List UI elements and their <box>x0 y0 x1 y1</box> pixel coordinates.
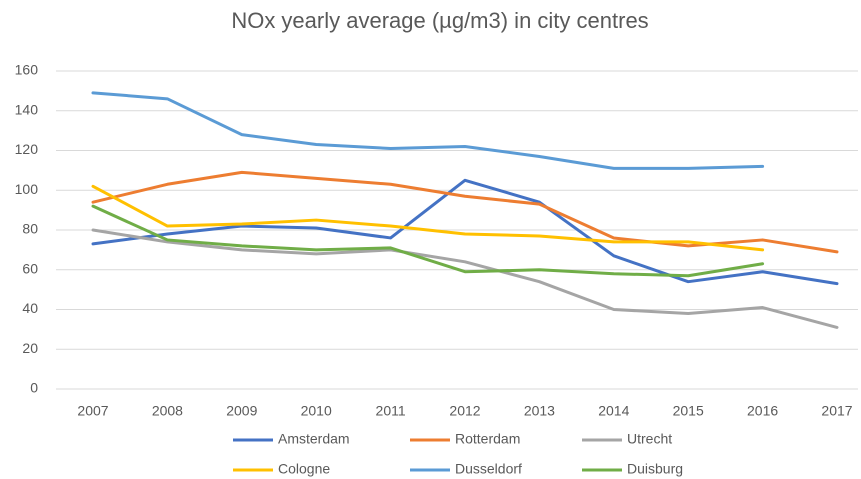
x-tick-label: 2011 <box>376 403 406 419</box>
x-tick-label: 2016 <box>747 403 778 419</box>
legend-label: Utrecht <box>627 431 672 447</box>
x-tick-label: 2007 <box>77 403 108 419</box>
x-tick-label: 2017 <box>821 403 852 419</box>
legend-label: Cologne <box>278 461 330 477</box>
series-line <box>91 91 765 170</box>
legend-label: Rotterdam <box>455 431 520 447</box>
y-tick-label: 60 <box>22 260 38 276</box>
chart-title: NOx yearly average (µg/m3) in city centr… <box>231 8 648 33</box>
y-tick-label: 0 <box>30 380 38 396</box>
legend-label: Duisburg <box>627 461 683 477</box>
legend-label: Dusseldorf <box>455 461 522 477</box>
y-tick-label: 160 <box>15 62 39 78</box>
series-line <box>91 228 839 329</box>
y-tick-label: 80 <box>22 221 38 237</box>
x-tick-label: 2015 <box>673 403 704 419</box>
series-line <box>91 204 765 278</box>
y-tick-label: 40 <box>22 300 38 316</box>
x-tick-label: 2009 <box>226 403 257 419</box>
y-tick-label: 120 <box>15 141 39 157</box>
x-tick-label: 2012 <box>449 403 480 419</box>
legend-label: Amsterdam <box>278 431 350 447</box>
series-line <box>91 178 839 286</box>
x-tick-label: 2014 <box>598 403 629 419</box>
y-tick-label: 20 <box>22 340 38 356</box>
y-tick-label: 100 <box>15 181 39 197</box>
series-line <box>91 170 839 254</box>
x-tick-label: 2008 <box>152 403 183 419</box>
y-tick-label: 140 <box>15 101 39 117</box>
series-line <box>91 184 765 252</box>
x-tick-label: 2013 <box>524 403 555 419</box>
x-tick-label: 2010 <box>301 403 332 419</box>
